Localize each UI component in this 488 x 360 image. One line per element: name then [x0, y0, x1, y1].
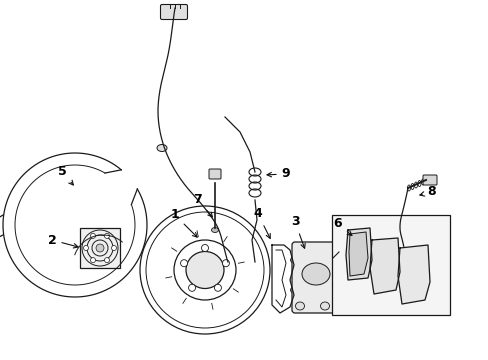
- Ellipse shape: [320, 302, 329, 310]
- Text: 5: 5: [58, 166, 73, 185]
- Ellipse shape: [290, 287, 297, 293]
- Polygon shape: [397, 245, 429, 304]
- Circle shape: [83, 246, 88, 251]
- Ellipse shape: [214, 284, 221, 291]
- Text: 1: 1: [170, 208, 197, 237]
- FancyBboxPatch shape: [160, 4, 187, 19]
- Circle shape: [111, 246, 116, 251]
- Polygon shape: [346, 228, 371, 280]
- FancyBboxPatch shape: [398, 255, 416, 267]
- Polygon shape: [369, 238, 399, 294]
- Text: 2: 2: [47, 234, 78, 248]
- Circle shape: [104, 233, 109, 238]
- Ellipse shape: [211, 228, 218, 233]
- FancyBboxPatch shape: [291, 242, 339, 313]
- Ellipse shape: [222, 260, 229, 267]
- Text: 6: 6: [333, 217, 351, 235]
- Polygon shape: [348, 232, 367, 276]
- Circle shape: [104, 258, 109, 263]
- Text: 7: 7: [193, 193, 212, 217]
- Ellipse shape: [336, 249, 341, 253]
- FancyBboxPatch shape: [208, 169, 221, 179]
- Circle shape: [90, 258, 95, 263]
- Ellipse shape: [290, 257, 297, 263]
- Ellipse shape: [295, 302, 304, 310]
- Circle shape: [90, 233, 95, 238]
- Ellipse shape: [185, 252, 224, 288]
- Text: 9: 9: [266, 167, 290, 180]
- Ellipse shape: [180, 260, 187, 267]
- Circle shape: [96, 244, 104, 252]
- Bar: [331, 215, 449, 315]
- Ellipse shape: [302, 263, 329, 285]
- Ellipse shape: [201, 244, 208, 252]
- FancyBboxPatch shape: [422, 175, 436, 185]
- Bar: [80, 228, 120, 268]
- Ellipse shape: [157, 144, 167, 152]
- Text: 3: 3: [290, 216, 305, 248]
- Text: 4: 4: [253, 207, 270, 238]
- Text: 8: 8: [419, 185, 435, 198]
- Ellipse shape: [188, 284, 195, 291]
